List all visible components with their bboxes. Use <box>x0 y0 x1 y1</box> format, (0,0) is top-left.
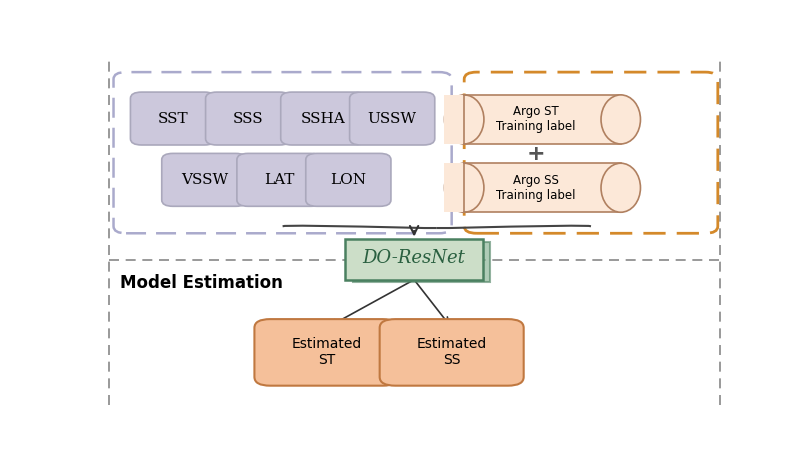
FancyBboxPatch shape <box>205 92 291 145</box>
FancyBboxPatch shape <box>280 92 366 145</box>
FancyBboxPatch shape <box>380 319 524 386</box>
Ellipse shape <box>601 95 641 144</box>
Ellipse shape <box>444 95 484 144</box>
FancyBboxPatch shape <box>237 153 322 206</box>
Ellipse shape <box>601 163 641 212</box>
Text: LAT: LAT <box>264 173 295 187</box>
FancyBboxPatch shape <box>255 319 398 386</box>
Text: VSSW: VSSW <box>181 173 228 187</box>
Ellipse shape <box>444 163 484 212</box>
Text: DO-ResNet: DO-ResNet <box>363 249 465 267</box>
FancyBboxPatch shape <box>130 92 216 145</box>
Bar <box>444 163 464 212</box>
FancyBboxPatch shape <box>353 242 490 282</box>
Text: Estimated
SS: Estimated SS <box>417 337 486 368</box>
Text: +: + <box>527 144 545 164</box>
FancyBboxPatch shape <box>345 239 483 280</box>
FancyBboxPatch shape <box>350 92 435 145</box>
Bar <box>464 95 621 144</box>
FancyBboxPatch shape <box>162 153 247 206</box>
Text: LON: LON <box>330 173 366 187</box>
Text: SSHA: SSHA <box>301 111 346 126</box>
Text: Argo SS
Training label: Argo SS Training label <box>496 174 576 202</box>
FancyBboxPatch shape <box>305 153 391 206</box>
Text: USSW: USSW <box>368 111 417 126</box>
Text: SSS: SSS <box>233 111 263 126</box>
Text: Estimated
ST: Estimated ST <box>292 337 361 368</box>
Text: SST: SST <box>158 111 188 126</box>
Text: Model Estimation: Model Estimation <box>120 273 283 292</box>
Bar <box>444 95 464 144</box>
Bar <box>464 163 621 212</box>
Text: Argo ST
Training label: Argo ST Training label <box>496 106 576 133</box>
